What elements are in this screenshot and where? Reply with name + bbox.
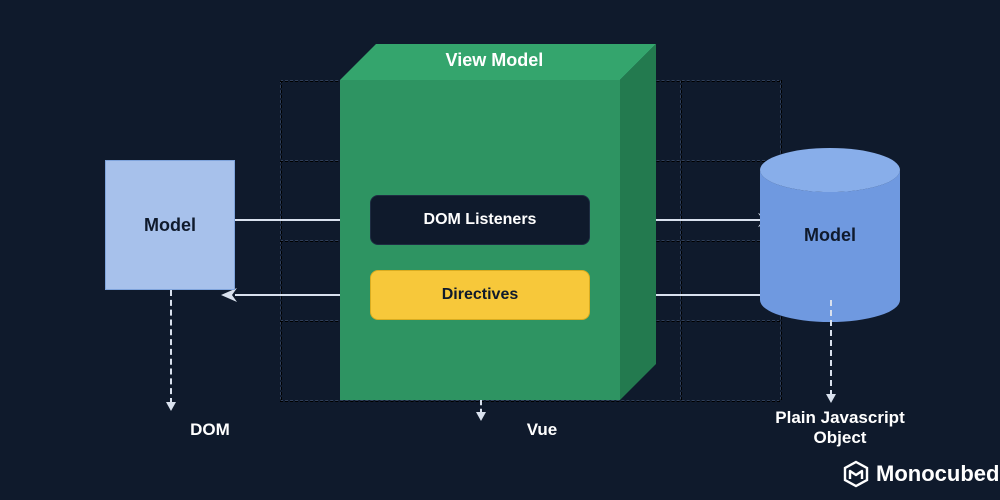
caption-vue: Vue [462, 420, 622, 440]
viewmodel-side-face [620, 44, 656, 400]
brand-logo-text: Monocubed [876, 461, 999, 487]
directives-pill: Directives [370, 270, 590, 320]
caption-pjo: Plain Javascript Object [760, 408, 920, 448]
dashed-arrow-head-icon [825, 394, 837, 404]
dashed-connector [830, 300, 832, 396]
brand-logo: Monocubed [842, 460, 999, 488]
model-left-box: Model [105, 160, 235, 290]
grid-hline [280, 400, 780, 402]
caption-dom: DOM [130, 420, 290, 440]
dom-listeners-pill: DOM Listeners [370, 195, 590, 245]
dashed-connector [170, 290, 172, 404]
viewmodel-title: View Model [354, 50, 634, 71]
arrow-head-icon [221, 288, 237, 302]
directives-pill-label: Directives [442, 286, 519, 304]
model-right-label: Model [760, 221, 900, 249]
dom-listeners-pill-label: DOM Listeners [424, 211, 537, 229]
dashed-arrow-head-icon [165, 402, 177, 412]
monocubed-logo-icon [842, 460, 870, 488]
diagram-stage: Model View Model DOM Listeners Directives Mo… [0, 0, 1000, 500]
model-left-label: Model [144, 215, 196, 236]
